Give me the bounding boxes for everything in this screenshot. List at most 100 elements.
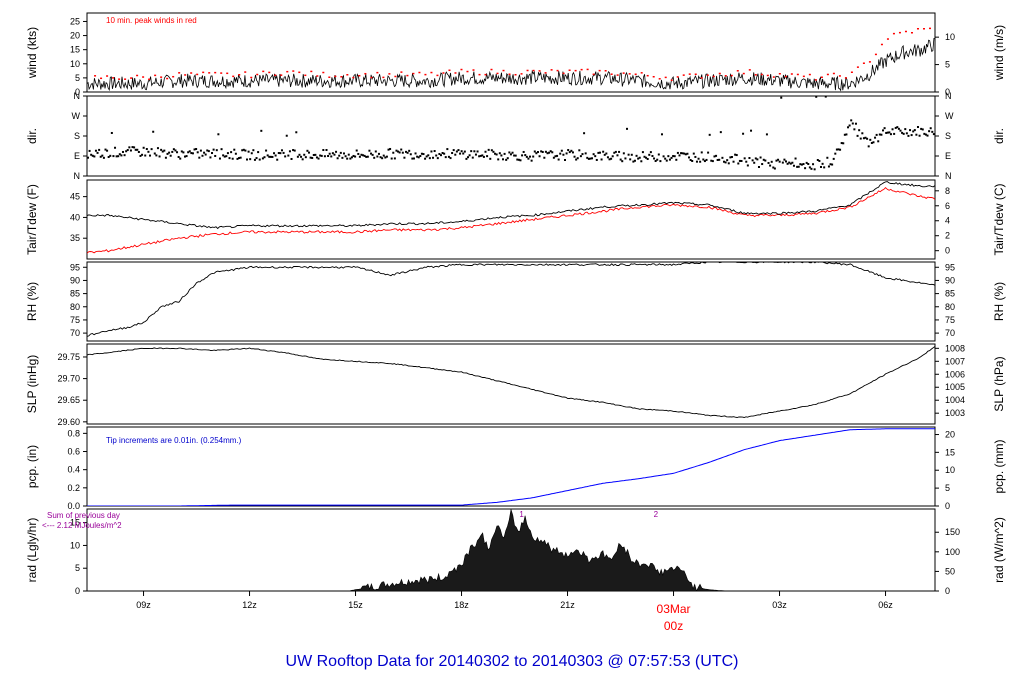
direction-point	[137, 150, 140, 153]
direction-point	[217, 133, 220, 136]
direction-point	[735, 154, 738, 157]
direction-point	[681, 152, 684, 155]
direction-point	[694, 155, 697, 158]
direction-point	[896, 126, 899, 129]
peak-wind-mark	[430, 71, 433, 74]
y-axis-label-right: RH (%)	[992, 282, 1006, 321]
direction-point	[128, 146, 131, 149]
direction-point	[703, 160, 706, 163]
direction-point	[158, 155, 161, 158]
x-tick-label: 09z	[136, 600, 151, 610]
direction-point	[341, 156, 344, 159]
right-tick-label: 80	[945, 302, 955, 312]
left-tick-label: 15	[70, 45, 80, 55]
x-tick-label: 18z	[454, 600, 469, 610]
left-tick-label: 29.70	[57, 374, 80, 384]
peak-wind-mark	[406, 74, 409, 77]
direction-point	[544, 150, 547, 153]
direction-point	[575, 158, 578, 161]
direction-point	[813, 168, 816, 171]
direction-point	[149, 154, 152, 157]
peak-wind-mark	[376, 71, 379, 74]
direction-point	[743, 157, 746, 160]
precipitation-line	[87, 428, 935, 506]
direction-point	[115, 155, 118, 158]
direction-point	[864, 136, 867, 139]
direction-point	[293, 149, 296, 152]
direction-point	[473, 150, 476, 153]
direction-point	[370, 152, 373, 155]
peak-wind-mark	[136, 74, 139, 77]
direction-point	[633, 159, 636, 162]
direction-point	[762, 158, 765, 161]
direction-point	[433, 150, 436, 153]
air-temperature-line	[87, 181, 935, 230]
direction-point	[851, 122, 854, 125]
peak-wind-mark	[142, 76, 145, 78]
direction-point	[700, 151, 703, 154]
peak-wind-mark	[616, 74, 619, 76]
direction-point	[788, 161, 791, 164]
direction-point	[236, 157, 239, 160]
direction-point	[565, 152, 568, 155]
direction-point	[206, 149, 209, 152]
direction-point	[837, 148, 840, 151]
direction-point	[187, 151, 190, 154]
direction-point	[689, 159, 692, 162]
direction-point	[745, 160, 748, 163]
direction-point	[721, 156, 724, 159]
direction-point	[893, 132, 896, 135]
direction-point	[664, 157, 667, 160]
peak-wind-mark	[538, 70, 541, 72]
left-tick-label: 80	[70, 302, 80, 312]
direction-point	[94, 149, 97, 152]
peak-wind-mark	[514, 73, 517, 76]
peak-wind-mark	[652, 75, 655, 78]
direction-point	[562, 153, 565, 156]
right-tick-label: 10	[945, 465, 955, 475]
direction-point	[463, 150, 466, 153]
peak-wind-mark	[862, 62, 865, 64]
direction-point	[176, 151, 179, 154]
direction-point	[548, 151, 551, 154]
peak-wind-mark	[706, 74, 709, 76]
left-tick-label: 0	[75, 87, 80, 97]
direction-point	[842, 142, 845, 145]
direction-point	[753, 161, 756, 164]
direction-point	[778, 160, 781, 163]
panel-frame-rh	[86, 261, 936, 342]
direction-point	[780, 96, 783, 99]
direction-point	[777, 158, 780, 161]
peak-wind-mark	[700, 77, 703, 79]
peak-wind-mark	[550, 69, 553, 71]
direction-point	[268, 155, 271, 158]
direction-point	[133, 146, 136, 149]
direction-point	[651, 154, 654, 157]
right-tick-label: 0	[945, 246, 950, 256]
direction-point	[546, 152, 549, 155]
direction-point	[354, 155, 357, 158]
y-axis-label-right: Tair/Tdew (C)	[992, 183, 1006, 255]
direction-point	[320, 154, 323, 157]
direction-point	[708, 133, 711, 136]
peak-wind-mark	[694, 73, 697, 76]
peak-wind-mark	[892, 32, 895, 35]
peak-wind-mark	[832, 72, 835, 75]
direction-point	[228, 157, 231, 160]
direction-point	[815, 96, 818, 98]
direction-point	[536, 151, 539, 154]
peak-wind-mark	[670, 79, 673, 81]
peak-wind-mark	[820, 76, 823, 78]
direction-point	[389, 147, 392, 150]
direction-point	[365, 155, 368, 158]
direction-point	[538, 155, 541, 158]
direction-point	[622, 152, 625, 155]
direction-point	[171, 150, 174, 153]
peak-wind-mark	[658, 78, 661, 80]
peak-wind-mark	[526, 69, 529, 72]
peak-wind-mark	[748, 69, 751, 71]
peak-wind-mark	[196, 73, 199, 76]
direction-point	[688, 156, 691, 159]
direction-point	[261, 157, 264, 160]
left-tick-label: 5	[75, 73, 80, 83]
